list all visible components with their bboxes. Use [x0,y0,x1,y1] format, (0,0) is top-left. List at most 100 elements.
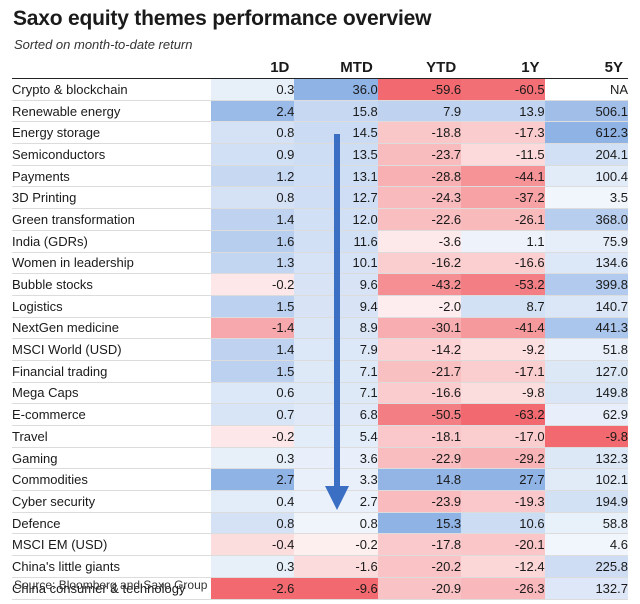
value-cell-1y: -9.8 [461,382,545,404]
chart-subtitle: Sorted on month-to-date return [14,37,193,52]
value-cell-mtd: 7.1 [294,360,378,383]
value-cell-5y: 194.9 [544,490,628,513]
table-row: Commodities 2.7 3.3 14.8 27.7 102.1 [12,468,628,491]
table-row: 3D Printing 0.8 12.7 -24.3 -37.2 3.5 [12,186,628,209]
theme-name: Bubble stocks [12,277,93,293]
value-cell-1y: 13.9 [461,100,545,122]
value-cell-5y: 399.8 [544,273,628,296]
value-cell-1d: -0.2 [211,273,295,296]
value-cell-mtd: 9.4 [294,295,378,318]
table-row: Financial trading 1.5 7.1 -21.7 -17.1 127.0 [12,360,628,383]
table-row: Semiconductors 0.9 13.5 -23.7 -11.5 204.1 [12,143,628,166]
value-cell-1d: 1.5 [211,360,295,383]
theme-name: Gaming [12,450,58,466]
value-cell-1y: -17.0 [461,425,545,448]
value-cell-1y: 1.1 [461,230,545,252]
value-cell-1d: 0.3 [211,78,295,101]
table-row: China consumer & technology -2.6 -9.6 -20.9… [12,577,628,599]
value-cell-1d: 1.2 [211,165,295,187]
table-row: E-commerce 0.7 6.8 -50.5 -63.2 62.9 [12,403,628,426]
theme-name: Crypto & blockchain [12,81,128,97]
table-row: Women in leadership 1.3 10.1 -16.2 -16.6 134.… [12,252,628,274]
theme-name: Renewable energy [12,103,121,119]
value-cell-1d: 1.6 [211,230,295,252]
value-cell-ytd: -17.8 [377,533,462,556]
value-cell-ytd: -16.6 [377,382,462,404]
value-cell-mtd: 15.8 [294,100,378,122]
value-cell-mtd: -1.6 [294,555,378,578]
value-cell-mtd: 0.8 [294,512,378,534]
value-cell-5y: 506.1 [544,100,628,122]
value-cell-5y: -9.8 [544,425,628,448]
value-cell-mtd: 2.7 [294,490,378,513]
header-5y: 5Y [544,57,628,79]
value-cell-mtd: 14.5 [294,121,378,144]
theme-name: Mega Caps [12,385,79,401]
theme-name: China's little giants [12,558,120,574]
theme-name: China consumer & technology [12,580,186,596]
value-cell-1y: 8.7 [461,295,545,318]
value-cell-ytd: -23.9 [377,490,462,513]
table-row: China's little giants 0.3 -1.6 -20.2 -12.4 22… [12,555,628,578]
value-cell-1d: 0.3 [211,555,295,578]
table-row: Renewable energy 2.4 15.8 7.9 13.9 506.1 [12,100,628,122]
value-cell-1d: -2.6 [211,577,295,599]
theme-name: Commodities [12,472,88,488]
table-row: Cyber security 0.4 2.7 -23.9 -19.3 194.9 [12,490,628,513]
value-cell-ytd: -24.3 [377,186,462,209]
table-row: Travel -0.2 5.4 -18.1 -17.0 -9.8 [12,425,628,448]
performance-table: 1D MTD YTD 1Y 5Y Crypto & blockchain 0.3 3… [12,57,628,600]
theme-name: Cyber security [12,493,96,509]
theme-name: Green transformation [12,211,135,227]
value-cell-ytd: -30.1 [377,317,462,339]
value-cell-mtd: -0.2 [294,533,378,556]
value-cell-ytd: -22.6 [377,208,462,231]
value-cell-ytd: -3.6 [377,230,462,252]
theme-name: 3D Printing [12,190,77,206]
value-cell-5y: 62.9 [544,403,628,426]
theme-name: Travel [12,428,48,444]
theme-name: Energy storage [12,125,101,141]
value-cell-mtd: 36.0 [294,78,378,101]
value-cell-ytd: 14.8 [377,468,462,491]
value-cell-mtd: 12.0 [294,208,378,231]
value-cell-1d: 2.4 [211,100,295,122]
value-cell-1d: -0.4 [211,533,295,556]
value-cell-mtd: -9.6 [294,577,378,599]
header-1d: 1D [211,57,295,79]
value-cell-1y: -16.6 [461,252,545,274]
theme-name: India (GDRs) [12,233,88,249]
value-cell-1d: -1.4 [211,317,295,339]
value-cell-1y: -29.2 [461,447,545,469]
value-cell-1d: 1.3 [211,252,295,274]
value-cell-mtd: 7.1 [294,382,378,404]
header-mtd: MTD [294,57,378,79]
value-cell-1d: 1.4 [211,338,295,361]
value-cell-mtd: 3.6 [294,447,378,469]
value-cell-mtd: 12.7 [294,186,378,209]
value-cell-1y: -60.5 [461,78,545,101]
value-cell-1y: -12.4 [461,555,545,578]
value-cell-5y: 132.7 [544,577,628,599]
value-cell-1y: -17.3 [461,121,545,144]
table-row: NextGen medicine -1.4 8.9 -30.1 -41.4 441.3 [12,317,628,339]
table-row: MSCI EM (USD) -0.4 -0.2 -17.8 -20.1 4.6 [12,533,628,556]
table-body: Crypto & blockchain 0.3 36.0 -59.6 -60.5 NA Re… [12,78,628,599]
table-row: Mega Caps 0.6 7.1 -16.6 -9.8 149.8 [12,382,628,404]
value-cell-5y: 127.0 [544,360,628,383]
value-cell-ytd: -20.2 [377,555,462,578]
table-row: India (GDRs) 1.6 11.6 -3.6 1.1 75.9 [12,230,628,252]
value-cell-mtd: 5.4 [294,425,378,448]
value-cell-5y: 140.7 [544,295,628,318]
value-cell-ytd: -16.2 [377,252,462,274]
table-row: Defence 0.8 0.8 15.3 10.6 58.8 [12,512,628,534]
value-cell-1y: -19.3 [461,490,545,513]
value-cell-1d: 0.4 [211,490,295,513]
value-cell-mtd: 8.9 [294,317,378,339]
value-cell-5y: 134.6 [544,252,628,274]
value-cell-ytd: -43.2 [377,273,462,296]
value-cell-5y: 3.5 [544,186,628,209]
table-row: Payments 1.2 13.1 -28.8 -44.1 100.4 [12,165,628,187]
theme-name: Payments [12,168,70,184]
value-cell-1y: -44.1 [461,165,545,187]
